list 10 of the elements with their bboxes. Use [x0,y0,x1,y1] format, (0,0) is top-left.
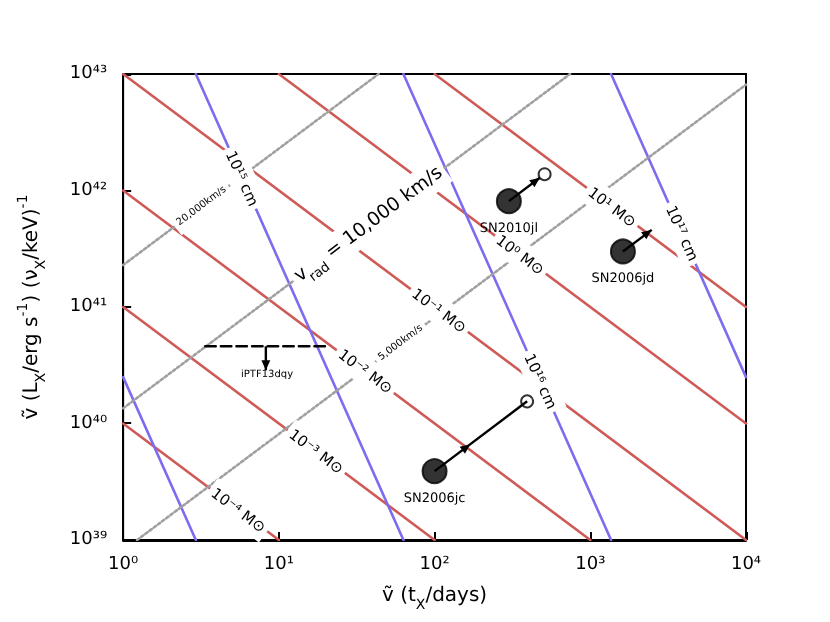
x-tick-label: 10⁰ [108,555,139,575]
x-tick-label: 10⁴ [730,555,762,575]
y-tick-label: 10⁴³ [69,64,108,84]
x-tick-label: 10³ [575,555,607,575]
x-tick-label: 10² [419,555,451,575]
y-tick-label: 10⁴² [69,180,108,201]
y-tick-label: 10⁴¹ [69,297,108,317]
y-tick-label: 10³⁹ [69,530,108,550]
x-tick-label: 10¹ [263,555,295,575]
y-tick-label: 10⁴⁰ [69,413,108,434]
